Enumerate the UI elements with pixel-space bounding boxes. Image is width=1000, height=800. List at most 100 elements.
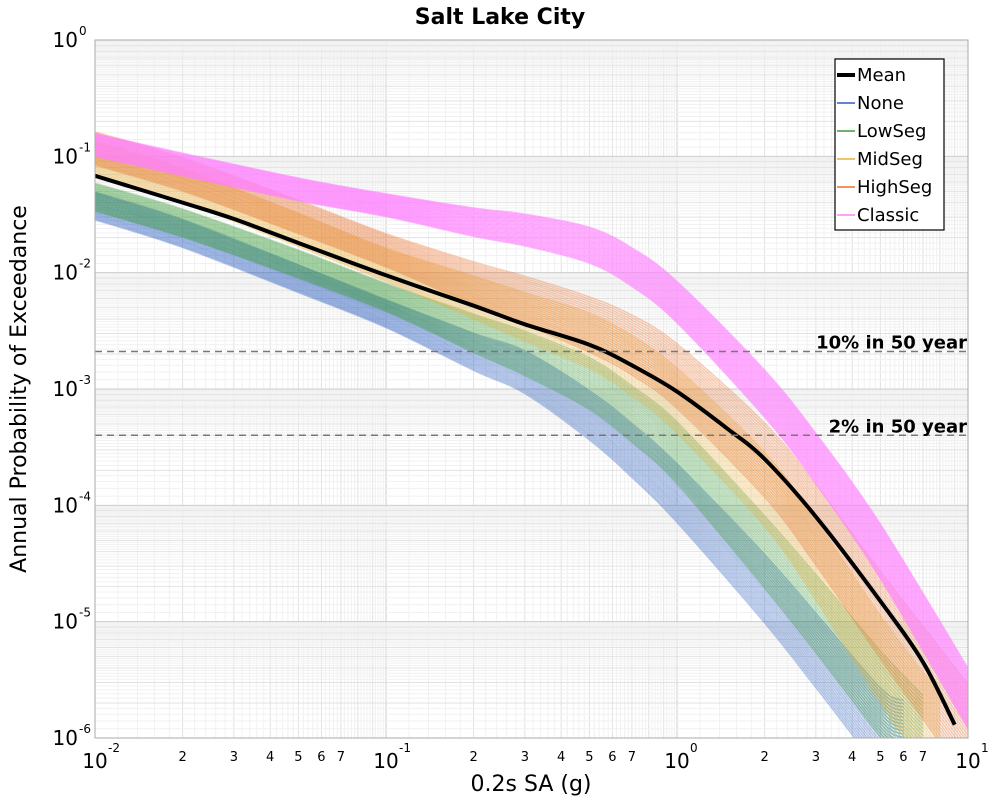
curve-lowseg <box>95 193 924 733</box>
curve-lowseg <box>95 191 924 726</box>
curve-none <box>95 212 871 738</box>
curve-classic <box>95 141 968 691</box>
curve-classic <box>95 144 968 701</box>
curve-lowseg <box>95 200 910 738</box>
x-minor-tick-label: 3 <box>230 750 238 765</box>
y-tick-exponent: -4 <box>79 489 91 503</box>
curve-classic <box>95 152 968 722</box>
curve-lowseg <box>95 190 924 722</box>
curve-highseg <box>95 151 966 738</box>
curve-lowseg <box>95 199 913 738</box>
curve-highseg <box>95 141 968 717</box>
reference-line-label: 2% in 50 year <box>829 416 967 437</box>
curve-highseg <box>95 164 938 738</box>
curve-classic <box>95 150 968 715</box>
curve-midseg <box>95 141 941 700</box>
curve-none <box>95 195 904 715</box>
x-minor-tick-label: 6 <box>317 750 325 765</box>
curve-midseg <box>95 143 941 703</box>
legend-label-classic: Classic <box>857 205 919 226</box>
y-tick-label: 10 <box>53 610 78 634</box>
curve-midseg <box>95 140 941 696</box>
curve-lowseg <box>95 197 920 738</box>
curve-lowseg <box>95 206 894 738</box>
y-tick-exponent: 0 <box>79 24 87 38</box>
y-tick-exponent: -3 <box>79 373 91 387</box>
curve-highseg <box>95 149 968 738</box>
x-tick-label: 10 <box>82 749 107 773</box>
curve-lowseg <box>95 210 883 738</box>
curve-lowseg <box>95 183 924 700</box>
x-minor-tick-label: 5 <box>294 750 302 765</box>
curve-none <box>95 191 904 702</box>
curve-classic <box>95 154 968 727</box>
curve-lowseg <box>95 208 889 738</box>
y-tick-label: 10 <box>53 377 78 401</box>
curve-lowseg <box>95 198 917 738</box>
curve-classic <box>95 143 968 698</box>
curve-midseg <box>95 156 940 738</box>
x-minor-tick-label: 7 <box>628 750 636 765</box>
x-tick-exponent: -1 <box>399 741 411 755</box>
curve-midseg <box>95 151 941 726</box>
y-tick-exponent: -2 <box>79 257 91 271</box>
curve-classic <box>95 146 968 705</box>
curve-none <box>95 214 866 738</box>
curve-classic <box>95 145 968 703</box>
curve-none <box>95 219 856 738</box>
y-tick-label: 10 <box>53 726 78 750</box>
curve-none <box>95 194 904 712</box>
curve-lowseg <box>95 196 923 738</box>
curve-midseg <box>95 144 941 707</box>
curve-classic <box>95 135 968 677</box>
x-minor-tick-label: 4 <box>266 750 274 765</box>
y-axis-label: Annual Probability of Exceedance <box>7 205 32 573</box>
curve-classic <box>95 140 968 689</box>
curve-midseg <box>95 149 941 722</box>
curve-classic <box>95 133 968 672</box>
legend-label-lowseg: LowSeg <box>857 121 926 142</box>
curve-classic <box>95 147 968 708</box>
curve-lowseg <box>95 184 924 704</box>
curve-lowseg <box>95 202 904 738</box>
curve-lowseg <box>95 188 924 715</box>
curve-midseg <box>95 165 921 738</box>
curve-highseg <box>95 145 968 728</box>
curve-midseg <box>95 166 919 738</box>
legend-label-highseg: HighSeg <box>857 177 932 198</box>
curves-layer <box>95 131 968 738</box>
curve-lowseg <box>95 204 897 738</box>
curve-highseg <box>95 155 957 738</box>
curve-midseg <box>95 153 941 733</box>
curve-lowseg <box>95 201 907 738</box>
curve-classic <box>95 139 968 686</box>
curve-classic <box>95 151 968 720</box>
curve-midseg <box>95 161 929 738</box>
x-tick-exponent: 1 <box>981 741 989 755</box>
curve-highseg <box>95 157 952 738</box>
curve-lowseg <box>95 194 924 737</box>
curve-lowseg <box>95 182 924 697</box>
curve-none <box>95 198 904 725</box>
plot-area-frame <box>94 39 969 739</box>
curve-highseg <box>95 139 968 709</box>
x-tick-label: 10 <box>955 749 980 773</box>
curve-none <box>95 202 904 736</box>
curve-lowseg <box>95 186 924 708</box>
curve-highseg <box>95 136 968 701</box>
x-tick-exponent: -2 <box>108 741 120 755</box>
x-minor-tick-label: 2 <box>178 750 186 765</box>
chart-title: Salt Lake City <box>415 5 585 30</box>
curve-classic <box>95 133 968 669</box>
curve-lowseg <box>95 192 924 729</box>
curve-highseg <box>95 152 963 738</box>
x-minor-tick-label: 7 <box>337 750 345 765</box>
curve-none <box>95 215 864 738</box>
x-minor-tick-label: 5 <box>876 750 884 765</box>
curve-none <box>95 197 904 722</box>
x-axis-label: 0.2s SA (g) <box>471 772 592 797</box>
legend-label-midseg: MidSeg <box>857 149 923 170</box>
curve-classic <box>95 142 968 696</box>
curve-none <box>95 192 904 705</box>
